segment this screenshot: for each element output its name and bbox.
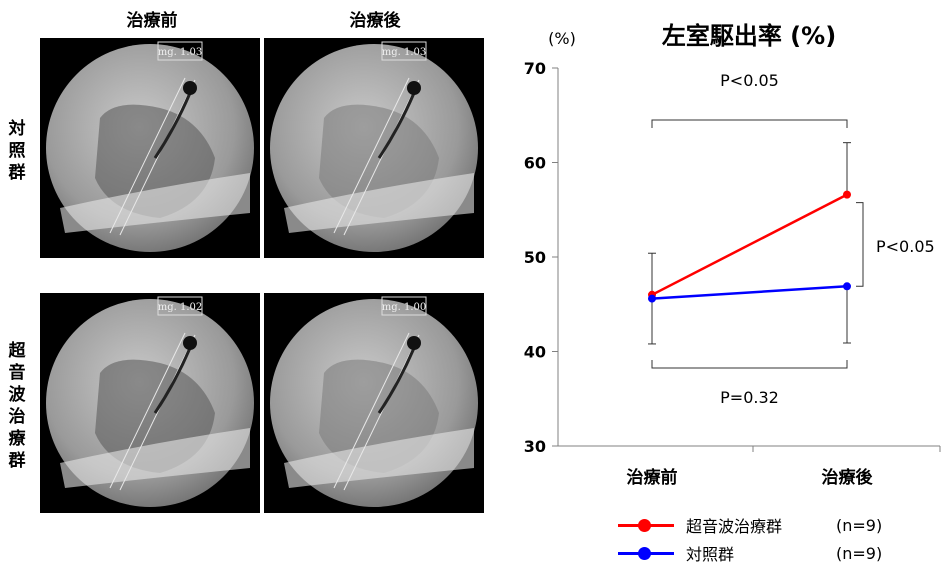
bracket-right <box>856 202 864 287</box>
annotation-bottom: P=0.32 <box>720 388 779 407</box>
column-header-after: 治療後 <box>349 11 401 31</box>
x-tick-label: 治療前 <box>627 467 678 488</box>
y-tick-label: 70 <box>524 59 546 78</box>
angiogram-control-after: mg. 1.03 <box>264 38 484 258</box>
y-tick-label: 50 <box>524 248 546 267</box>
magnification-label: mg. 1.03 <box>158 47 203 58</box>
legend-n-control: (n=9) <box>836 543 883 563</box>
row-label-control: 対照群 <box>8 119 26 183</box>
bracket-top <box>651 119 848 128</box>
data-point <box>648 294 656 303</box>
legend-label-control: 対照群 <box>686 545 735 564</box>
annotation-right: P<0.05 <box>876 237 935 256</box>
ejection-fraction-chart: 左室駆出率 (%) (%) 30 40 50 60 70 治療前 治療後 P<0.05 P=0… <box>524 22 941 488</box>
column-header-before: 治療前 <box>126 11 178 31</box>
x-tick-label: 治療後 <box>822 467 874 488</box>
series-line-0 <box>651 193 848 296</box>
chart-title: 左室駆出率 (%) <box>662 22 836 50</box>
y-tick-label: 60 <box>524 154 546 173</box>
bracket-bottom <box>651 360 848 369</box>
legend-item-ultrasound: 超音波治療群 (n=9) <box>618 513 882 537</box>
magnification-label: mg. 1.02 <box>158 302 203 313</box>
data-point <box>843 282 851 291</box>
legend-line-blue-icon <box>618 544 674 562</box>
legend-label-ultrasound: 超音波治療群 <box>686 517 783 536</box>
legend-item-control: 対照群 (n=9) <box>618 541 882 565</box>
legend-line-red-icon <box>618 516 674 534</box>
y-tick-label: 40 <box>524 343 546 362</box>
series-line-1 <box>651 285 848 300</box>
magnification-label: mg. 1.00 <box>382 302 427 313</box>
y-axis-unit-label: (%) <box>548 29 576 48</box>
magnification-label: mg. 1.03 <box>382 47 427 58</box>
row-label-ultrasound: 超音波治療群 <box>8 341 26 471</box>
annotation-top: P<0.05 <box>720 71 779 90</box>
y-tick-label: 30 <box>524 437 546 456</box>
data-point <box>843 190 851 199</box>
angiogram-ultrasound-before: mg. 1.02 <box>40 293 260 513</box>
legend-n-ultrasound: (n=9) <box>836 515 883 535</box>
angiogram-ultrasound-after: mg. 1.00 <box>264 293 484 513</box>
angiogram-control-before: mg. 1.03 <box>40 38 260 258</box>
